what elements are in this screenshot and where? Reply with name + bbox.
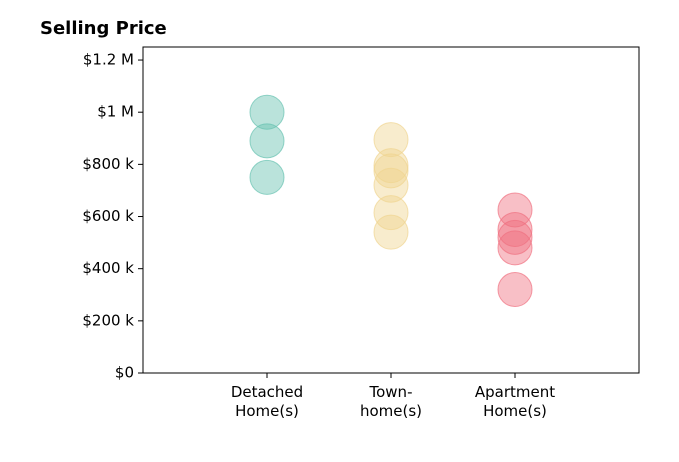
chart-title: Selling Price [40,18,167,39]
point [373,153,409,189]
point [249,123,285,159]
point [249,159,285,195]
y-tick-label: $0 [115,364,134,382]
y-tick-label: $1 M [97,103,134,121]
point [373,148,409,184]
y-tick-label: $1.2 M [83,51,134,69]
y-tick-label: $800 k [82,155,134,173]
y-tick-label: $200 k [82,311,134,329]
y-tick-label: $400 k [82,259,134,277]
point [497,230,533,266]
point [497,272,533,308]
point [373,214,409,250]
x-tick-label: Town- home(s) [359,383,423,420]
point [249,94,285,130]
x-tick-label: Detached Home(s) [230,383,304,420]
point [373,195,409,231]
point [497,192,533,228]
point [373,167,409,203]
x-tick-label: Apartment Home(s) [474,383,556,420]
point [497,212,533,248]
y-tick-label: $600 k [82,207,134,225]
point [497,219,533,255]
point [373,122,409,158]
